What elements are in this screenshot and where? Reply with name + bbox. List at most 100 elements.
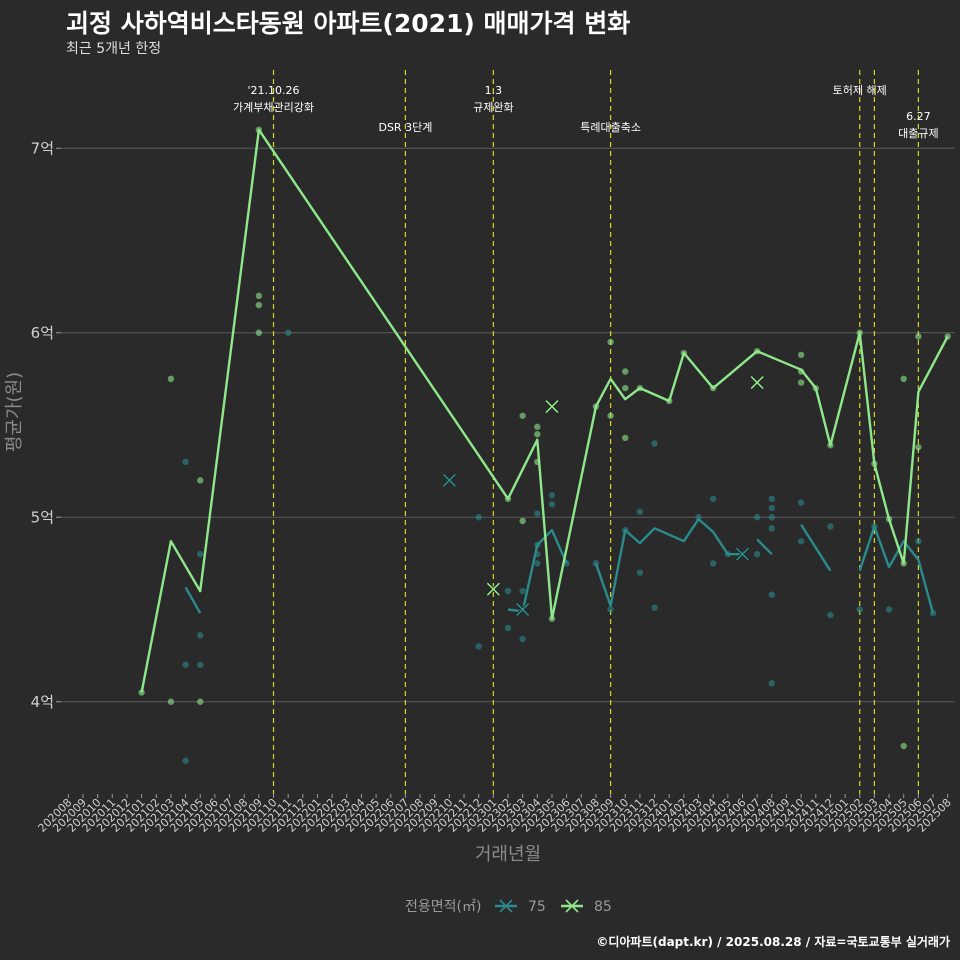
data-point [197, 477, 204, 484]
series-line [140, 128, 949, 693]
data-point [519, 635, 526, 643]
x-marker [544, 399, 560, 414]
y-axis-title: 평균가(원) [4, 372, 25, 452]
data-point [607, 606, 614, 613]
x-marker [749, 375, 765, 390]
data-point [900, 742, 907, 750]
data-point [768, 525, 776, 532]
data-point [651, 604, 658, 611]
legend-cross [499, 899, 513, 913]
data-point [167, 375, 175, 383]
data-point [915, 333, 922, 340]
data-point [255, 329, 263, 336]
legend: 전용면적(㎡) 75 85 [405, 899, 612, 915]
series-85 [138, 126, 951, 750]
data-point [915, 443, 922, 451]
data-point [622, 434, 629, 442]
legend-entry-75: 75 [495, 899, 546, 915]
event-label: 규제완화 [473, 101, 513, 114]
data-point [138, 689, 145, 696]
series-line [756, 538, 773, 556]
data-point [827, 523, 834, 530]
data-point [622, 384, 629, 392]
data-point [197, 698, 204, 705]
data-point [856, 606, 863, 613]
series-75 [182, 329, 937, 764]
data-point [475, 514, 482, 521]
data-point [284, 329, 292, 336]
legend-entry-85: 85 [561, 899, 612, 915]
data-point [753, 550, 761, 558]
data-point [255, 301, 263, 309]
data-point [709, 495, 717, 502]
data-point [182, 661, 189, 669]
data-point [651, 440, 658, 447]
x-marker-cross [735, 547, 750, 561]
data-point [797, 351, 805, 359]
data-point [915, 538, 922, 545]
x-marker-cross [545, 399, 559, 414]
caption: ©디아파트(dapt.kr) / 2025.08.28 / 자료=국토교통부 실… [596, 935, 950, 949]
data-point [695, 514, 702, 521]
data-point [768, 680, 776, 687]
x-marker-cross [750, 375, 764, 390]
data-point [534, 423, 541, 431]
chart-title: 괴정 사하역비스타동원 아파트(2021) 매매가격 변화 [66, 9, 631, 38]
legend-cross [565, 899, 579, 913]
x-marker [515, 602, 530, 617]
data-point [768, 514, 776, 521]
data-point [797, 499, 805, 506]
data-point [548, 501, 556, 508]
grid-lines [61, 147, 955, 703]
y-tick-label: 6억 [31, 324, 54, 342]
data-point [504, 587, 512, 595]
x-marker-cross [442, 473, 456, 487]
event-label: 가계부채관리강화 [233, 101, 314, 114]
data-point [504, 624, 512, 632]
data-point [197, 550, 204, 558]
data-point [167, 698, 175, 705]
data-point [534, 431, 541, 438]
series-line [594, 517, 743, 607]
legend-label: 85 [594, 899, 612, 915]
data-point [182, 458, 189, 466]
x-marker-cross [516, 602, 530, 617]
x-marker [735, 546, 750, 562]
legend-label: 75 [528, 899, 546, 915]
data-point [768, 495, 776, 502]
series-layer [138, 126, 951, 764]
chart-subtitle: 최근 5개년 한정 [66, 41, 162, 57]
data-point [885, 606, 893, 613]
legend-title: 전용면적(㎡) [405, 899, 481, 915]
data-point [709, 560, 717, 567]
event-label: 특례대출축소 [580, 121, 641, 134]
data-point [182, 757, 189, 764]
y-tick-label: 7억 [31, 139, 54, 157]
x-marker-cross [486, 582, 500, 596]
data-point [548, 491, 556, 499]
event-label: 6.27 [906, 110, 931, 123]
series-line [184, 586, 202, 614]
data-point [622, 368, 629, 375]
data-point [519, 587, 526, 595]
series-line [507, 529, 568, 613]
data-point [900, 375, 907, 383]
data-point [753, 514, 761, 521]
data-point [197, 632, 204, 639]
series-line [800, 523, 832, 572]
data-point [607, 338, 614, 346]
y-tick-label: 4억 [31, 693, 54, 711]
event-label: 1.3 [485, 84, 503, 97]
data-point [534, 560, 541, 567]
data-point [197, 661, 204, 669]
event-label: 대출규제 [898, 127, 938, 140]
x-marker [442, 473, 457, 488]
data-point [827, 611, 834, 619]
data-point [255, 292, 263, 300]
x-axis: 2020082020092020102020112020122021012021… [36, 794, 954, 835]
data-point [768, 591, 776, 598]
event-label: 토허제 해제 [833, 83, 887, 97]
data-point [636, 569, 644, 576]
